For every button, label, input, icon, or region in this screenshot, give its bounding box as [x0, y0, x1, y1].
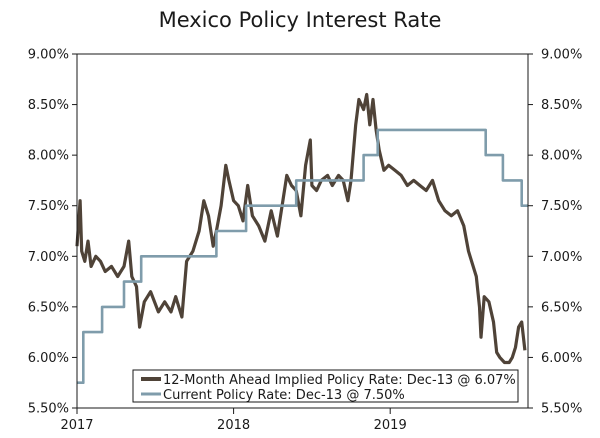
y-axis-right: 5.50% 6.00% 6.50% 7.00% 7.50% 8.00% 8.50% 9.00%: [528, 48, 582, 417]
y-tick-label-right: 8.00%: [541, 149, 582, 164]
x-tick-label: 2019: [374, 418, 407, 433]
legend-box: [132, 369, 519, 403]
legend-label-current: Current Policy Rate: Dec-13 @ 7.50%: [163, 388, 405, 403]
y-tick-label-right: 9.00%: [541, 48, 582, 63]
x-tick-label: 2017: [60, 418, 93, 433]
y-tick-label-right: 6.00%: [541, 351, 582, 366]
legend-label-implied: 12-Month Ahead Implied Policy Rate: Dec-…: [163, 373, 516, 388]
y-tick-label-right: 6.50%: [541, 300, 582, 315]
series-layer: [75, 92, 528, 384]
series-line-current-rate: [77, 128, 528, 384]
y-tick-label-right: 7.00%: [541, 250, 582, 265]
x-tick-label: 2018: [217, 418, 250, 433]
plot-frame: [76, 53, 529, 409]
y-tick-label-right: 7.50%: [541, 199, 582, 214]
y-tick-label-left: 8.50%: [28, 98, 69, 113]
y-tick-label-left: 8.00%: [28, 149, 69, 164]
y-tick-label-left: 6.50%: [28, 300, 69, 315]
y-tick-label-left: 9.00%: [28, 48, 69, 63]
y-tick-label-right: 8.50%: [541, 98, 582, 113]
y-tick-label-left: 6.00%: [28, 351, 69, 366]
legend: 12-Month Ahead Implied Policy Rate: Dec-…: [132, 369, 519, 403]
y-tick-label-left: 7.50%: [28, 199, 69, 214]
x-axis: 2017 2018 2019: [60, 408, 407, 433]
series-line-implied-rate: [75, 92, 527, 365]
y-tick-label-right: 5.50%: [541, 402, 582, 417]
y-tick-label-left: 7.00%: [28, 250, 69, 265]
y-tick-label-left: 5.50%: [28, 402, 69, 417]
chart-title: Mexico Policy Interest Rate: [159, 8, 442, 32]
y-axis-left: 5.50% 6.00% 6.50% 7.00% 7.50% 8.00% 8.50% 9.00%: [28, 48, 77, 417]
